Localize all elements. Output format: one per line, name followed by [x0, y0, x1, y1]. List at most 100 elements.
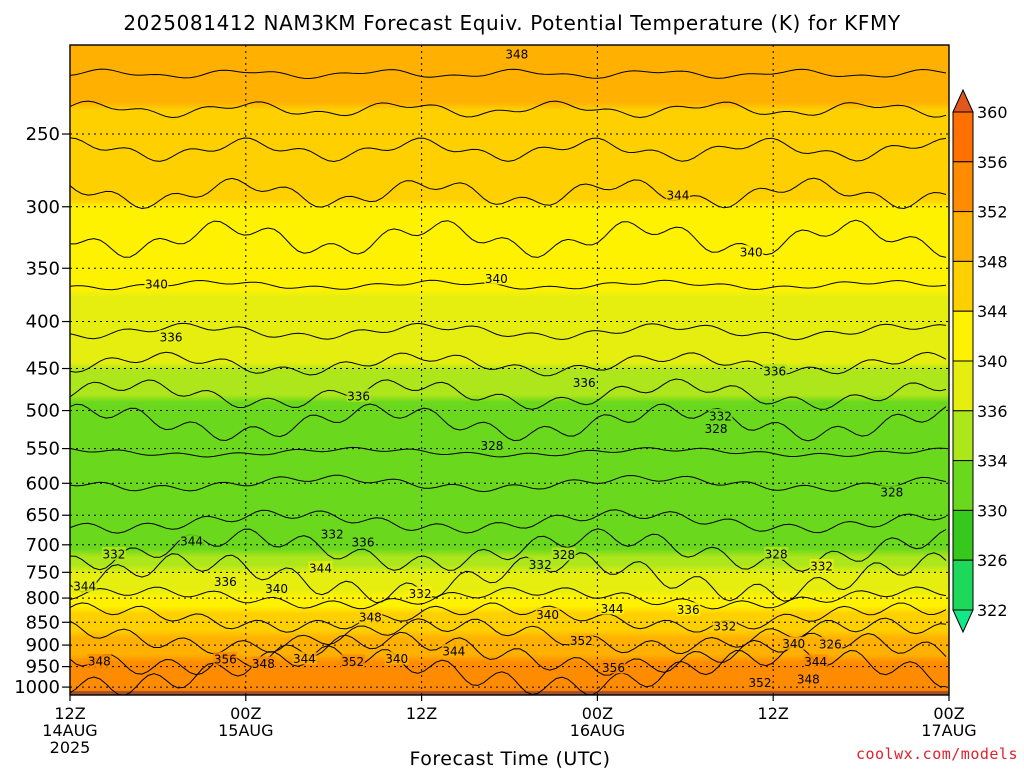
contour-label: 332: [709, 409, 732, 423]
contour-label: 336: [763, 365, 786, 379]
contour-label-bg: [708, 408, 733, 422]
colorbar-label: 344: [977, 302, 1008, 321]
x-tick-label: 00Z: [582, 704, 613, 723]
contour-line: [70, 378, 947, 410]
contour-line: [70, 100, 947, 119]
contour-label: 340: [536, 608, 559, 622]
ground-surface: [70, 691, 949, 695]
contour-line: [70, 446, 947, 458]
colorbar-label: 340: [977, 352, 1008, 371]
colorbar-segment: [952, 559, 974, 611]
colorbar-min-arrow: [952, 609, 974, 634]
contour-label-bg: [308, 561, 333, 575]
contour-label-bg: [351, 535, 375, 549]
colorbar-segment: [952, 161, 974, 213]
contour-label: 348: [88, 654, 111, 668]
contour-label-bg: [796, 671, 821, 685]
contour-label: 332: [321, 527, 344, 541]
contour-label-bg: [762, 364, 787, 378]
contour-label-bg: [879, 485, 904, 499]
contour-label: 332: [810, 559, 833, 573]
contour-label: 328: [765, 547, 788, 561]
contour-label: 348: [252, 657, 275, 671]
contour-label-bg: [320, 526, 345, 540]
colorbar-segment: [952, 410, 974, 462]
contour-label-bg: [346, 388, 371, 402]
x-tick-label: 00Z: [230, 704, 261, 723]
contour-label-bg: [504, 46, 529, 60]
x-tick-label: 16AUG: [570, 721, 625, 740]
contour-label-bg: [781, 636, 806, 650]
contour-label: 340: [485, 272, 508, 286]
contour-label: 344: [804, 655, 827, 669]
contour-label-bg: [748, 675, 773, 689]
contour-label: 352: [341, 655, 364, 669]
contour-label-bg: [264, 581, 289, 595]
colorbar-label: 348: [977, 252, 1008, 271]
x-tick-label: 14AUG: [42, 721, 97, 740]
contour-labels: 348 344 340 340 340 336 336 336 336 332 328 328 328 3…: [72, 46, 904, 690]
contour-label-bg: [569, 633, 594, 647]
colorbar-label: 360: [977, 103, 1008, 122]
contour-label: 340: [385, 652, 408, 666]
y-tick-label: 600: [26, 473, 60, 494]
y-tick-label: 750: [26, 562, 60, 583]
contour-line: [70, 279, 947, 291]
contour-label: 344: [180, 534, 203, 548]
contour-label-bg: [292, 651, 317, 665]
colorbar: 360 356 352 348 344 340 336 334 330 326 322: [952, 88, 1008, 634]
contour-label-bg: [101, 546, 126, 560]
contour-label-bg: [818, 637, 843, 651]
contour-label: 352: [749, 676, 772, 690]
contour-label-bg: [704, 421, 729, 435]
contour-label: 340: [265, 582, 288, 596]
contour-label-bg: [484, 271, 509, 285]
x-axis-title: Forecast Time (UTC): [410, 748, 611, 768]
x-tick-label: 00Z: [933, 704, 964, 723]
contour-label: 352: [570, 634, 593, 648]
contour-label: 336: [347, 389, 370, 403]
contour-label-bg: [213, 574, 238, 588]
contour-line: [70, 137, 947, 163]
contour-label-bg: [179, 533, 204, 547]
grid: [69, 45, 950, 695]
colorbar-label: 356: [977, 153, 1008, 172]
theta-e-field: [70, 45, 949, 695]
contour-line: [70, 586, 947, 610]
contour-label: 344: [73, 579, 96, 593]
contour-label-bg: [479, 438, 504, 452]
colorbar-segment: [952, 360, 974, 412]
x-tick-label: 12Z: [758, 704, 789, 723]
contour-label-bg: [384, 651, 409, 665]
contour-label-bg: [441, 644, 466, 658]
chart-title: 2025081412 NAM3KM Forecast Equiv. Potent…: [123, 11, 901, 35]
contour-label: 326: [819, 638, 842, 652]
contour-label: 340: [740, 246, 763, 260]
y-tick-label: 550: [26, 439, 60, 460]
contour-label: 336: [214, 575, 237, 589]
contour-line: [70, 177, 947, 210]
colorbar-segment: [952, 211, 974, 262]
contour-label: 344: [442, 645, 465, 659]
colorbar-label: 334: [977, 452, 1008, 471]
x-tick-label: 12Z: [406, 704, 437, 723]
x-tick-label: 15AUG: [218, 721, 273, 740]
contour-line: [70, 219, 947, 258]
contour-line: [70, 322, 947, 341]
contour-label: 328: [552, 548, 575, 562]
contour-label: 336: [352, 536, 375, 550]
contour-line: [70, 509, 947, 534]
contour-label: 348: [505, 47, 528, 61]
colorbar-segment: [952, 260, 974, 312]
contour-label-bg: [87, 653, 112, 667]
contour-label: 344: [667, 188, 690, 202]
source-credit[interactable]: coolwx.com/models: [855, 745, 1018, 763]
contour-label: 348: [359, 611, 382, 625]
y-tick-label: 950: [26, 657, 60, 678]
contour-label: 328: [480, 439, 503, 453]
contour-label: 344: [293, 652, 316, 666]
contour-label-bg: [213, 651, 238, 665]
colorbar-segment: [952, 111, 974, 163]
contour-line: [70, 528, 947, 572]
